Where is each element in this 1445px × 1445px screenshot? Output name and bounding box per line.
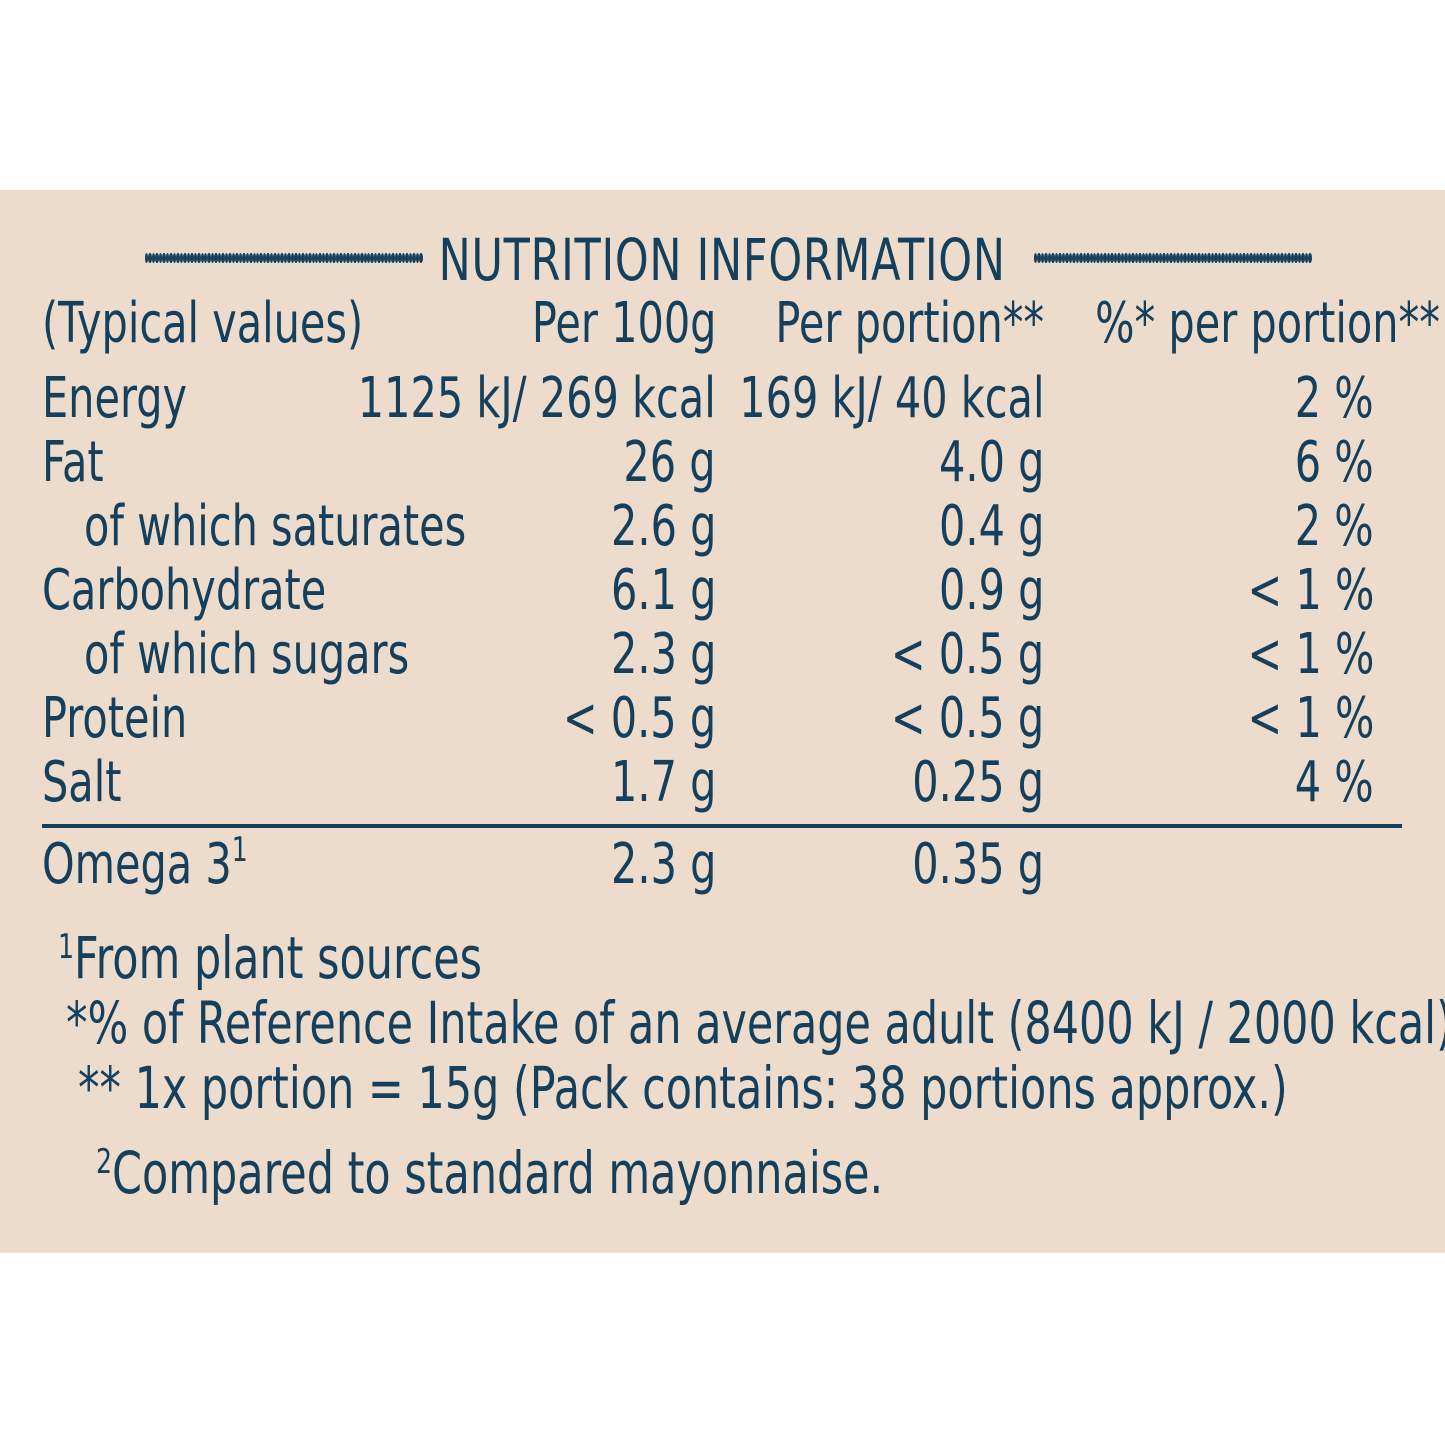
row-percent: < 1 % [1247, 558, 1374, 623]
row-per-100g: 2.3 g [610, 832, 716, 897]
row-per-100g: 26 g [623, 430, 716, 495]
row-label: Carbohydrate [42, 558, 327, 623]
row-per-portion: 0.25 g [912, 750, 1044, 815]
row-label: Salt [42, 750, 122, 815]
row-percent: < 1 % [1247, 686, 1374, 751]
header-percent-per-portion: %* per portion** [1095, 291, 1440, 356]
row-per-100g: 2.3 g [610, 622, 716, 687]
row-percent: 4 % [1295, 750, 1374, 815]
row-per-portion: 0.4 g [938, 494, 1044, 559]
title-row: NUTRITION INFORMATION [0, 228, 1445, 292]
table-row: Fat 26 g 4.0 g 6 % [0, 431, 1445, 495]
row-per-portion: < 0.5 g [890, 622, 1044, 687]
dotted-divider-left [145, 248, 423, 268]
header-typical-values: (Typical values) [42, 291, 364, 356]
row-percent: < 1 % [1247, 622, 1374, 687]
row-label: of which saturates [84, 494, 467, 559]
table-row: of which sugars 2.3 g < 0.5 g < 1 % [0, 623, 1445, 687]
row-per-100g: < 0.5 g [562, 686, 716, 751]
row-percent: 2 % [1295, 366, 1374, 431]
row-per-100g: 6.1 g [610, 558, 716, 623]
table-divider [42, 824, 1402, 828]
header-per-100g: Per 100g [531, 291, 716, 356]
footnote-plant-sources: 1From plant sources [58, 924, 483, 992]
row-per-100g: 1125 kJ/ 269 kcal [358, 366, 716, 431]
nutrition-panel: NUTRITION INFORMATION (Typical values) P… [0, 190, 1445, 1253]
row-percent: 2 % [1295, 494, 1374, 559]
footnote-reference-intake: *% of Reference Intake of an average adu… [66, 989, 1445, 1057]
row-per-portion: < 0.5 g [890, 686, 1044, 751]
table-row: of which saturates 2.6 g 0.4 g 2 % [0, 495, 1445, 559]
footnote-portion-size: ** 1x portion = 15g (Pack contains: 38 p… [78, 1054, 1288, 1122]
row-percent: 6 % [1295, 430, 1374, 495]
row-per-portion: 0.35 g [912, 832, 1044, 897]
row-per-portion: 0.9 g [938, 558, 1044, 623]
page-title: NUTRITION INFORMATION [438, 226, 1007, 294]
table-header: (Typical values) Per 100g Per portion** … [0, 292, 1445, 356]
table-row: Carbohydrate 6.1 g 0.9 g < 1 % [0, 559, 1445, 623]
footnote-comparison: 2Compared to standard mayonnaise. [96, 1139, 884, 1207]
row-label: Fat [42, 430, 104, 495]
row-label: of which sugars [84, 622, 410, 687]
row-label: Energy [42, 366, 188, 431]
omega-row: Omega 31 2.3 g 0.35 g [0, 833, 1445, 897]
table-row: Energy 1125 kJ/ 269 kcal 169 kJ/ 40 kcal… [0, 367, 1445, 431]
table-row: Protein < 0.5 g < 0.5 g < 1 % [0, 687, 1445, 751]
dotted-divider-right [1034, 248, 1312, 268]
row-label: Protein [42, 686, 188, 751]
row-per-portion: 4.0 g [938, 430, 1044, 495]
row-per-portion: 169 kJ/ 40 kcal [738, 366, 1044, 431]
table-row: Salt 1.7 g 0.25 g 4 % [0, 751, 1445, 815]
row-per-100g: 2.6 g [610, 494, 716, 559]
row-label: Omega 31 [42, 830, 248, 897]
header-per-portion: Per portion** [775, 291, 1044, 356]
row-per-100g: 1.7 g [610, 750, 716, 815]
